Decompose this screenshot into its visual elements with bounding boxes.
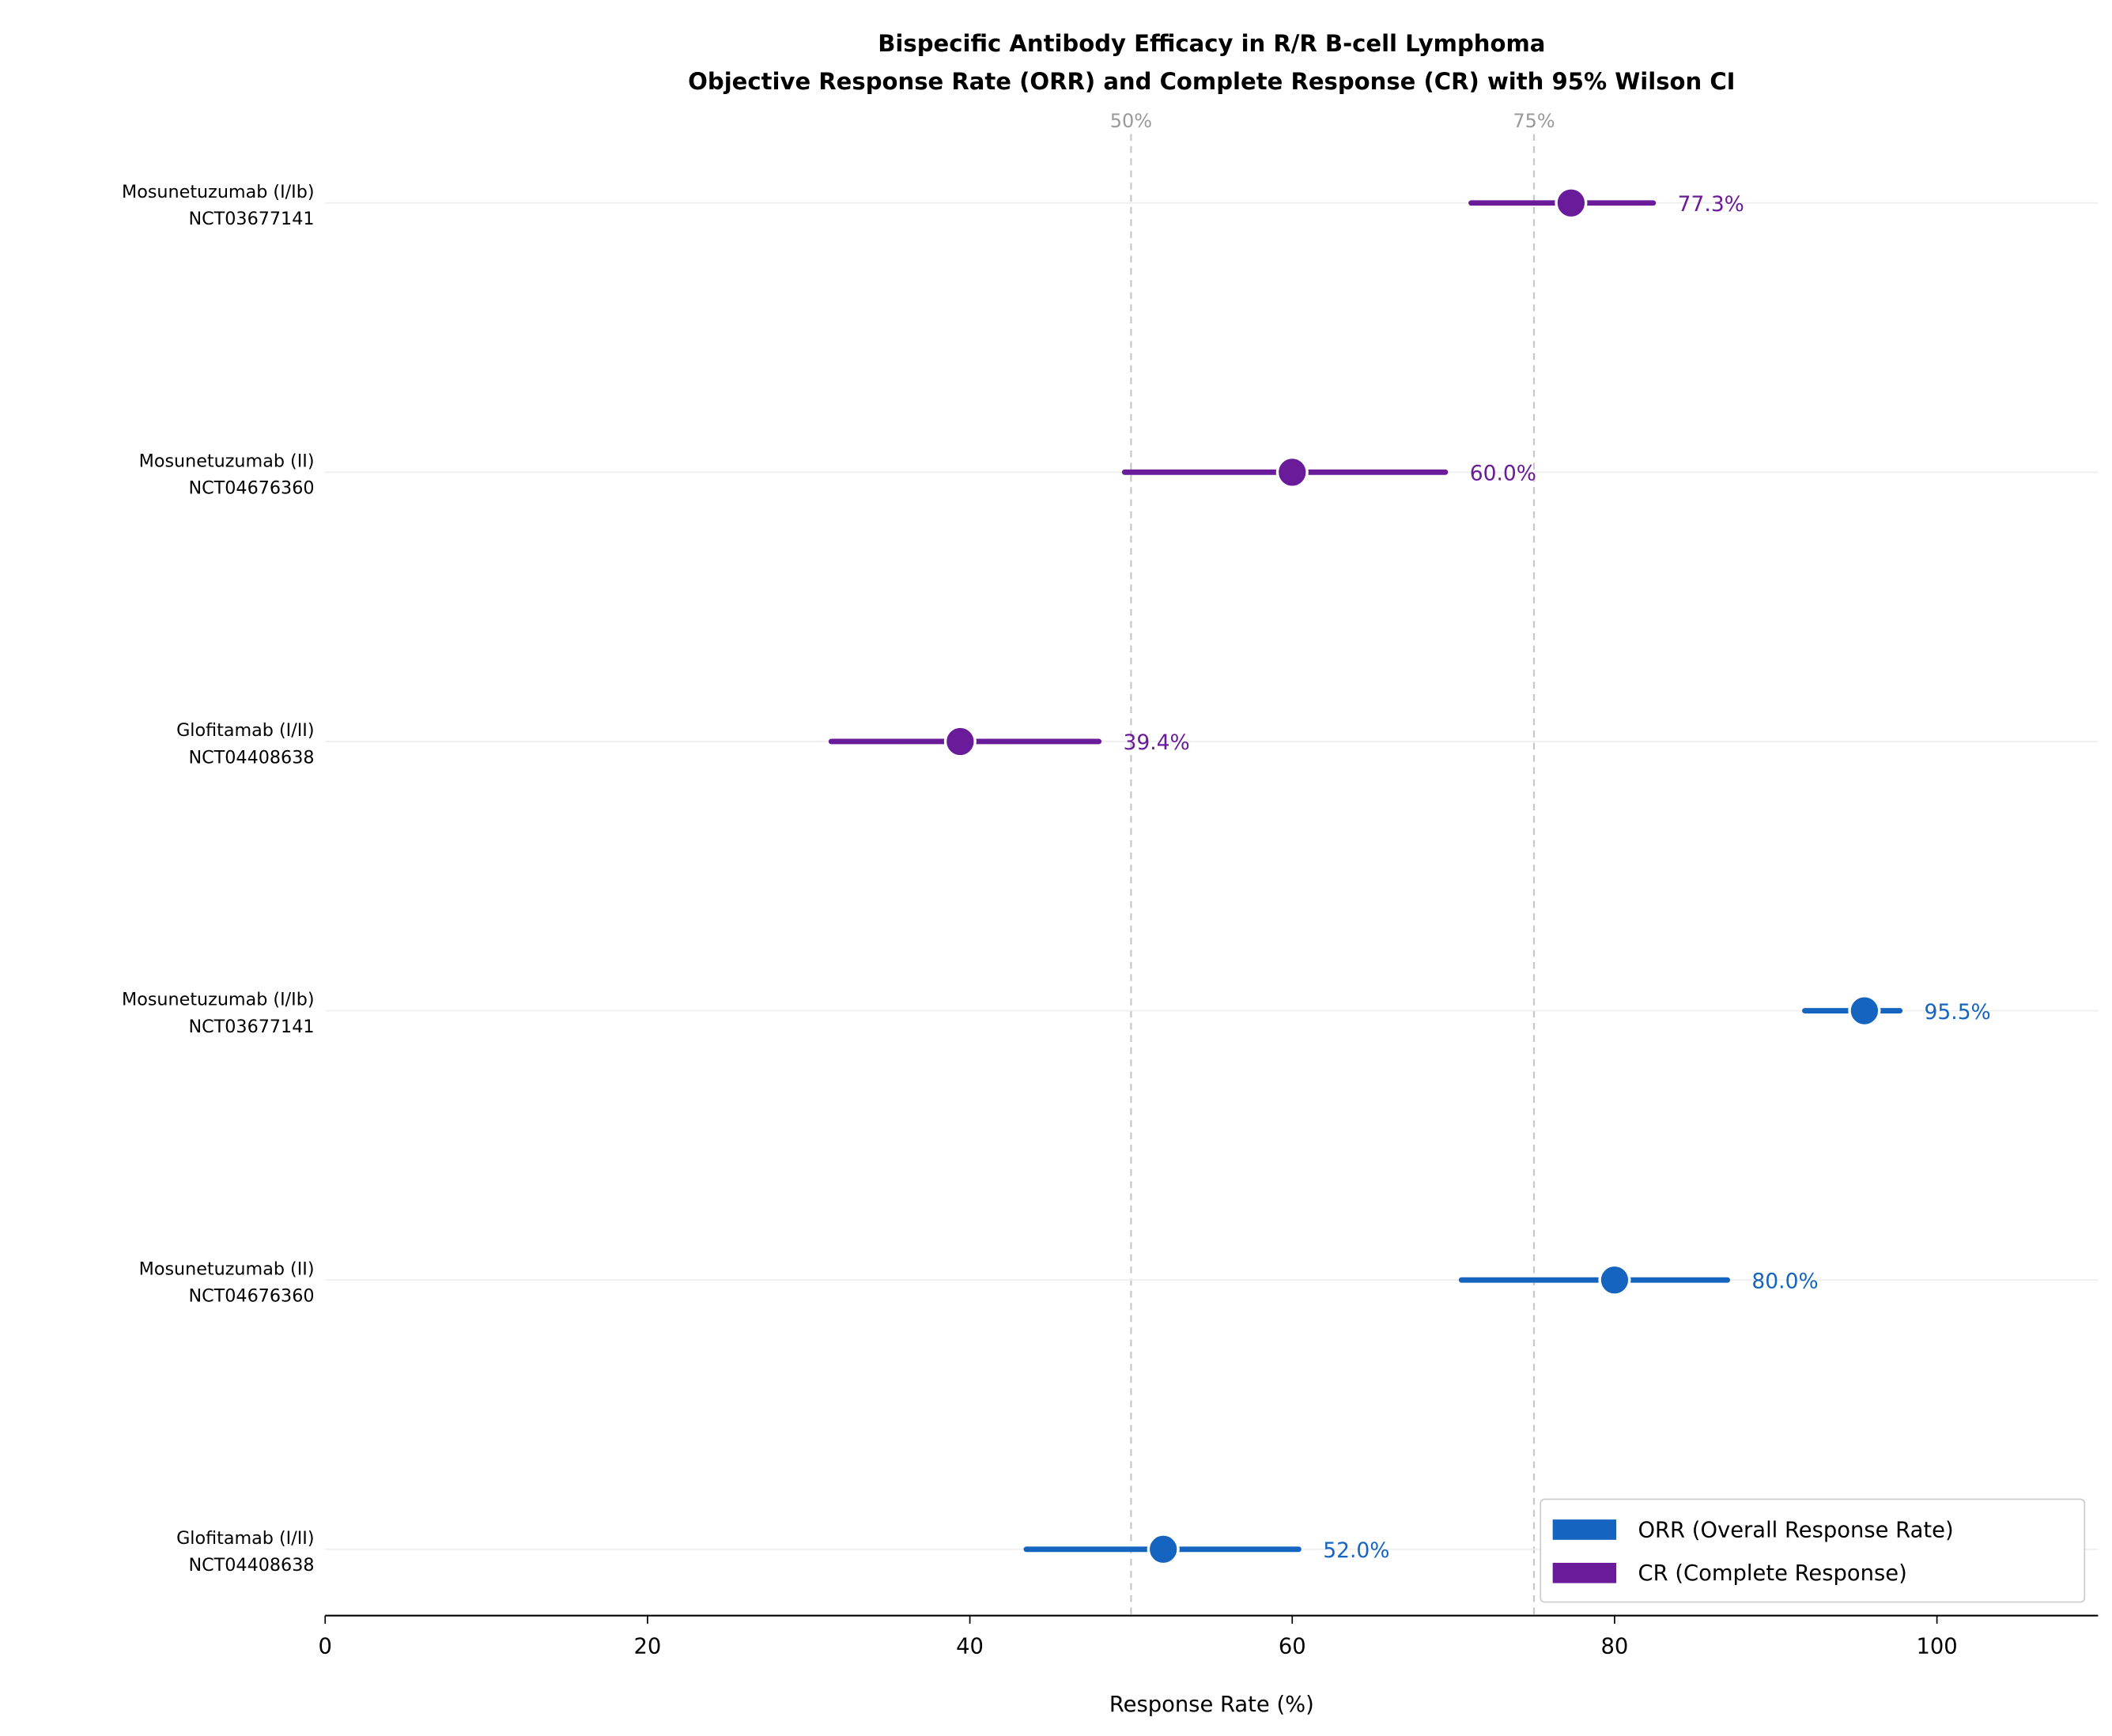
x-tick-label: 40 xyxy=(956,1635,984,1659)
value-label: 77.3% xyxy=(1678,192,1744,217)
row-label-drug: Mosunetuzumab (I/Ib) xyxy=(122,990,315,1010)
legend-swatch xyxy=(1552,1562,1617,1583)
reference-line-label: 50% xyxy=(1110,110,1152,132)
row-label-drug: Mosunetuzumab (I/Ib) xyxy=(122,182,315,202)
legend-box xyxy=(1540,1498,2086,1603)
point-estimate xyxy=(1848,994,1881,1028)
x-axis-label: Response Rate (%) xyxy=(1109,1693,1314,1717)
value-label: 60.0% xyxy=(1470,462,1536,486)
row-label-trial: NCT04676360 xyxy=(189,1286,315,1307)
point-estimate xyxy=(1555,187,1588,220)
row-label-trial: NCT04408638 xyxy=(189,1555,315,1576)
point-estimate xyxy=(1275,455,1309,489)
row-label-trial: NCT04408638 xyxy=(189,747,315,768)
value-label: 80.0% xyxy=(1751,1269,1818,1293)
value-label: 52.0% xyxy=(1323,1538,1389,1563)
x-tick-label: 80 xyxy=(1601,1635,1629,1659)
point-estimate xyxy=(1147,1533,1180,1566)
legend-label: CR (Complete Response) xyxy=(1638,1561,1906,1586)
legend-swatch xyxy=(1552,1519,1617,1540)
value-label: 95.5% xyxy=(1925,1000,1991,1025)
chart-subtitle: Objective Response Rate (ORR) and Comple… xyxy=(688,68,1735,95)
x-tick-label: 100 xyxy=(1916,1635,1957,1659)
reference-line-label: 75% xyxy=(1513,110,1555,132)
legend: ORR (Overall Response Rate) CR (Complete … xyxy=(1540,1498,2086,1603)
point-estimate xyxy=(943,725,977,758)
row-label-trial: NCT03677141 xyxy=(189,209,315,229)
row-label-trial: NCT04676360 xyxy=(189,478,315,499)
row-label-drug: Glofitamab (I/II) xyxy=(176,1528,314,1549)
row-label-trial: NCT03677141 xyxy=(189,1017,315,1037)
legend-label: ORR (Overall Response Rate) xyxy=(1638,1518,1953,1542)
row-label-drug: Mosunetuzumab (II) xyxy=(139,451,315,472)
point-estimate xyxy=(1598,1263,1631,1296)
row-label-drug: Glofitamab (I/II) xyxy=(176,720,314,741)
row-label-drug: Mosunetuzumab (II) xyxy=(139,1259,315,1279)
x-tick-label: 20 xyxy=(633,1635,661,1659)
chart-title: Bispecific Antibody Efficacy in R/R B-ce… xyxy=(878,30,1545,57)
value-label: 39.4% xyxy=(1123,730,1189,755)
x-tick-label: 60 xyxy=(1279,1635,1306,1659)
x-tick-label: 0 xyxy=(319,1635,332,1659)
